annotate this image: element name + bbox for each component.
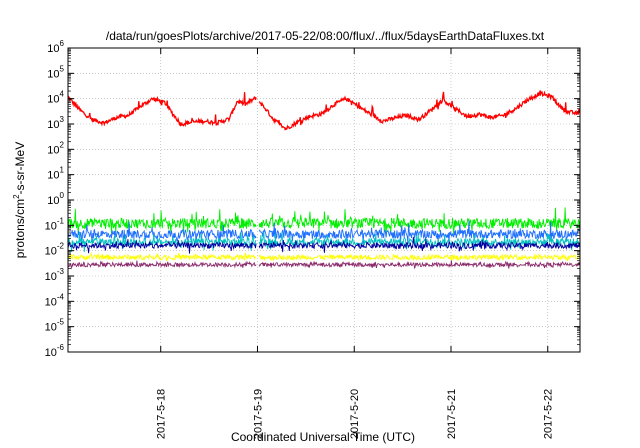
y-tick-label: 10-3	[45, 267, 65, 283]
y-tick-label: 102	[47, 140, 64, 156]
series-line-4-part-1	[258, 236, 581, 253]
y-tick-label: 104	[47, 90, 64, 106]
ticks	[68, 47, 580, 353]
x-tick-label: 2017-5-22	[543, 389, 555, 439]
chart-title: /data/run/goesPlots/archive/2017-05-22/0…	[106, 29, 545, 43]
series-line-2-part-0	[67, 221, 257, 248]
y-tick-label: 106	[47, 39, 64, 55]
y-tick-label: 101	[47, 166, 64, 182]
series-line-5-part-0	[67, 251, 257, 262]
x-axis-label: Coordinated Universal Time (UTC)	[231, 430, 415, 444]
y-tick-label: 100	[47, 191, 64, 207]
y-tick-label: 10-6	[45, 343, 65, 359]
y-tick-label: 10-5	[45, 318, 65, 334]
x-tick-label: 2017-5-21	[446, 389, 458, 439]
y-axis-label: protons/cm2-s-sr-MeV	[12, 142, 27, 258]
series-line-3-part-1	[258, 231, 581, 251]
series-line-6-part-1	[258, 260, 581, 270]
y-tick-label: 105	[47, 64, 64, 80]
series-line-6-part-0	[67, 260, 257, 270]
series-line-5-part-1	[258, 253, 580, 262]
series-line-1-part-0	[67, 208, 257, 235]
y-tick-label: 10-4	[45, 292, 65, 308]
x-tick-label: 2017-5-19	[252, 389, 264, 439]
series-line-0-part-1	[258, 89, 581, 131]
series-line-1-part-1	[258, 207, 581, 237]
series-line-2-part-1	[258, 220, 580, 246]
series-group	[67, 89, 581, 270]
y-tick-label: 10-1	[45, 216, 65, 232]
y-tick-labels: 10-6 10-5 10-4 10-3 10-2 10-1 100 101 102 103 104 1…	[45, 39, 65, 359]
grid	[68, 48, 580, 352]
x-tick-labels: 2017-5-18 2017-5-19 2017-5-20 2017-5-21 2017…	[156, 389, 555, 439]
x-tick-label: 2017-5-18	[156, 389, 168, 439]
y-tick-label: 10-2	[45, 242, 65, 258]
y-tick-label: 103	[47, 115, 64, 131]
series-line-4-part-0	[67, 239, 257, 254]
x-tick-label: 2017-5-20	[349, 389, 361, 439]
series-line-0-part-0	[67, 92, 257, 128]
